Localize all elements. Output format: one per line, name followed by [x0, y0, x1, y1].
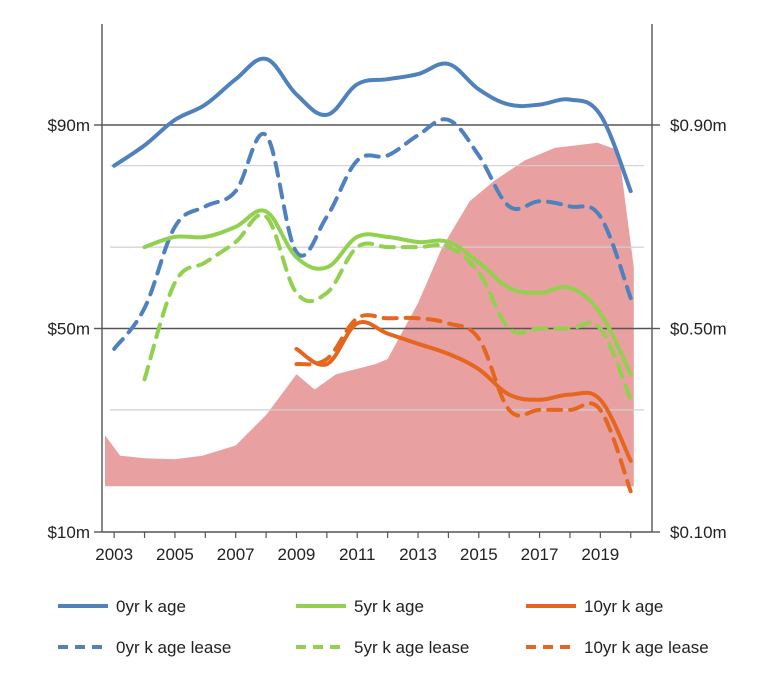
- x-tick-label: 2019: [581, 545, 619, 564]
- legend-label: 5yr k age: [354, 597, 424, 616]
- legend-item: 10yr k age: [526, 597, 663, 616]
- legend-item: 0yr k age: [58, 597, 186, 616]
- left-tick-label: $50m: [47, 320, 90, 339]
- x-tick-label: 2009: [278, 545, 316, 564]
- x-tick-label: 2011: [339, 545, 376, 564]
- x-tick-label: 2013: [399, 545, 437, 564]
- axes-layer: $10m $50m $90m $0.10m $0.50m $0.90m 2003 2005 20…: [47, 24, 727, 564]
- legend-label: 0yr k age: [116, 597, 186, 616]
- right-tick-label: $0.90m: [670, 116, 727, 135]
- legend-label: 5yr k age lease: [354, 638, 469, 657]
- series-line-10yr-k-age: [294, 320, 633, 463]
- left-tick-label: $10m: [47, 523, 90, 542]
- legend-item: 5yr k age: [296, 597, 424, 616]
- legend-item: 10yr k age lease: [526, 638, 709, 657]
- legend-item: 5yr k age lease: [296, 638, 469, 657]
- legend-label: 10yr k age lease: [584, 638, 709, 657]
- x-tick-label: 2015: [460, 545, 498, 564]
- x-tick-label: 2007: [217, 545, 255, 564]
- x-tick-label: 2005: [156, 545, 194, 564]
- series-line-10yr-k-age-lease: [294, 313, 633, 494]
- left-tick-label: $90m: [47, 116, 90, 135]
- legend-layer: 0yr k age 5yr k age 10yr k age 0yr k age le…: [58, 597, 709, 657]
- right-tick-label: $0.10m: [670, 523, 727, 542]
- legend-label: 0yr k age lease: [116, 638, 231, 657]
- series-layer: [112, 56, 633, 494]
- right-tick-label: $0.50m: [670, 320, 727, 339]
- series-line-5yr-k-age-lease: [142, 212, 633, 402]
- legend-label: 10yr k age: [584, 597, 663, 616]
- series-line-5yr-k-age: [142, 208, 633, 377]
- series-line-0yr-k-age-lease: [112, 117, 633, 351]
- series-line-0yr-k-age: [112, 56, 633, 194]
- x-tick-label: 2017: [521, 545, 559, 564]
- x-tick-label: 2003: [95, 545, 133, 564]
- legend-item: 0yr k age lease: [58, 638, 231, 657]
